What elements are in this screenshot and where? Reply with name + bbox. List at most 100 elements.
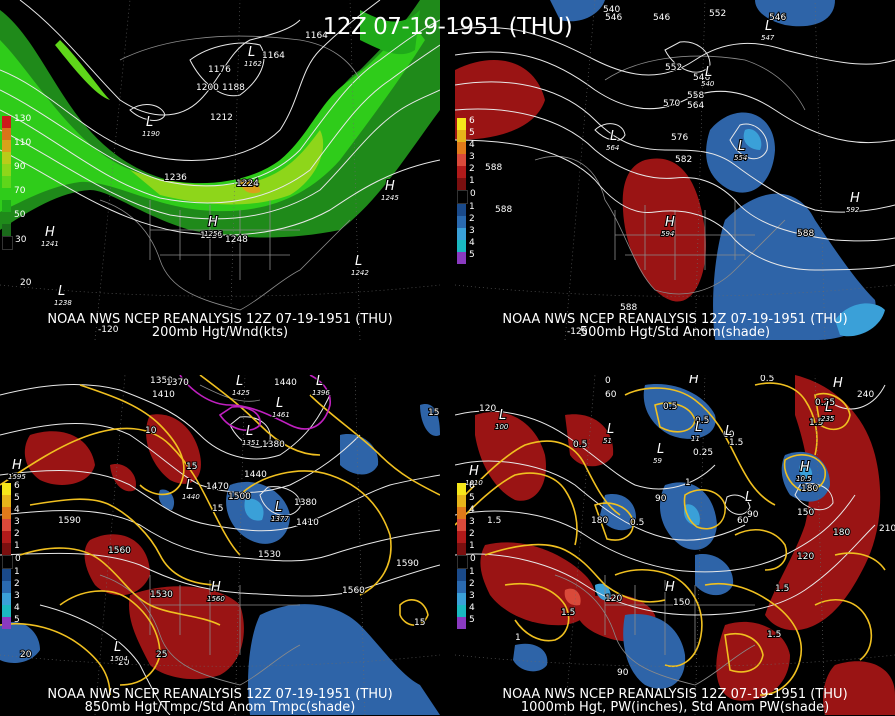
legend-swatch: 4 — [457, 238, 475, 252]
low-pressure-icon: L — [276, 396, 283, 411]
legend-swatch: 3 — [457, 226, 475, 240]
jet-stream-shading — [0, 0, 440, 238]
contour-label: 60 — [737, 516, 749, 526]
legend-swatch: 6 — [2, 481, 20, 495]
low-pressure-icon: L — [765, 19, 772, 34]
low-pressure-icon: L — [745, 490, 752, 505]
contour-label: 1380 — [294, 498, 317, 508]
latlon-grid — [455, 375, 895, 715]
low-pressure-value: 100 — [495, 423, 509, 431]
contour-label: 1 — [515, 633, 521, 643]
contour-label: 60 — [723, 430, 735, 440]
color-scale-legend: 6 5 4 3 2 1 0 1 2 3 4 5 — [457, 481, 476, 629]
legend-swatch: 90 — [2, 162, 25, 176]
legend-label: 3 — [14, 517, 20, 527]
contour-label: 15 — [186, 462, 197, 472]
contour-label: 1164 — [262, 51, 285, 61]
contour-label: 1236 — [200, 231, 223, 241]
high-pressure-value: 1245 — [381, 194, 399, 202]
low-pressure-icon: L — [275, 500, 282, 515]
low-pressure-icon: L — [607, 422, 614, 437]
contour-label: 0.5 — [695, 416, 709, 426]
low-pressure-value: 1238 — [54, 299, 72, 307]
legend-label: 3 — [469, 226, 475, 236]
legend-label: 70 — [14, 186, 26, 196]
legend-label: 2 — [469, 579, 475, 589]
caption-source: NOAA NWS NCEP REANALYSIS 12Z 07-19-1951 … — [47, 312, 393, 327]
contour-label: 1590 — [396, 559, 419, 569]
high-pressure-value: 594 — [661, 230, 674, 238]
high-pressure-icon: H — [469, 464, 479, 479]
low-pressure-value: 547 — [761, 34, 775, 42]
legend-swatch: 3 — [457, 517, 475, 531]
legend-label: 4 — [469, 238, 475, 248]
cold-temp-contours — [179, 375, 331, 431]
contour-label: 1236 — [164, 173, 187, 183]
low-pressure-value: 1162 — [244, 60, 262, 68]
legend-label: 30 — [15, 235, 27, 245]
low-pressure-icon: L — [186, 478, 193, 493]
legend-swatch: 70 — [2, 186, 25, 200]
contour-label: 20 — [118, 658, 130, 668]
contour-label: 0.5 — [760, 375, 774, 384]
contour-label: 570 — [663, 99, 680, 109]
panel-500mb-height-anomaly: 540 546 546 552 546 552 546 558 570 564 576 582 588 5… — [455, 0, 895, 340]
low-pressure-value: 564 — [606, 144, 619, 152]
contour-label: 1224 — [236, 179, 259, 189]
legend-swatch: 3 — [2, 517, 20, 531]
legend-label: 0 — [470, 189, 476, 199]
legend-swatch: 1 — [457, 176, 475, 190]
low-pressure-icon: L — [316, 375, 323, 389]
legend-swatch — [2, 224, 11, 236]
legend-swatch: 4 — [2, 505, 20, 519]
contour-label: 1470 — [206, 482, 229, 492]
land-boundaries — [534, 55, 806, 295]
legend-swatch: 5 — [457, 128, 475, 142]
legend-swatch: 30 — [2, 235, 26, 250]
contour-label: 150 — [797, 508, 814, 518]
latlon-grid — [0, 0, 440, 340]
legend-swatch: 2 — [457, 164, 475, 178]
contour-label: 20 — [20, 650, 32, 660]
contour-label: 1.5 — [775, 584, 789, 594]
low-pressure-icon: L — [695, 420, 702, 435]
low-pressure-icon: L — [825, 400, 832, 415]
legend-swatch: 0 — [2, 554, 21, 569]
land-boundaries — [554, 574, 756, 686]
contour-label: 1248 — [225, 235, 248, 245]
low-pressure-value: 1425 — [232, 389, 250, 397]
legend-swatch — [2, 176, 11, 188]
legend-swatch: 4 — [457, 603, 475, 617]
legend-swatch — [2, 200, 11, 212]
contour-label: 1560 — [342, 586, 365, 596]
height-contours — [0, 0, 440, 236]
contour-label: 1560 — [108, 546, 131, 556]
contour-label: 552 — [665, 63, 682, 73]
legend-label: 5 — [469, 250, 475, 260]
low-pressure-icon: L — [355, 254, 362, 269]
caption-variable: 1000mb Hgt, PW(inches), Std Anom PW(shad… — [520, 700, 830, 715]
contour-label: 1290 — [128, 375, 151, 378]
panel-1000mb-precipitable-water: 0 60 60 120 90 180 90 60 150 180 120 180 210 240 120 15… — [455, 375, 895, 715]
legend-label: 5 — [469, 615, 475, 625]
contour-label: 546 — [769, 13, 786, 23]
legend-swatch: 4 — [2, 603, 20, 617]
contour-label: 120 — [797, 552, 814, 562]
legend-swatch: 2 — [457, 214, 475, 228]
contour-label: 1440 — [244, 470, 267, 480]
legend-label: 0 — [470, 554, 476, 564]
contour-label: 1530 — [258, 550, 281, 560]
contour-label: 1410 — [152, 390, 175, 400]
panel-850mb-height-temp-anomaly: 1290135013701410144013801470144015001380… — [0, 375, 440, 715]
low-pressure-icon: L — [246, 424, 253, 439]
contour-label: 1370 — [166, 378, 189, 388]
low-pressure-icon: L — [58, 284, 65, 299]
legend-swatch: 3 — [457, 591, 475, 605]
low-pressure-value: 554 — [734, 154, 747, 162]
contour-label: 546 — [653, 13, 670, 23]
contour-label: 1350 — [150, 376, 173, 386]
legend-swatch: 1 — [457, 541, 475, 555]
low-pressure-value: 1461 — [272, 411, 290, 419]
legend-label: 3 — [469, 591, 475, 601]
